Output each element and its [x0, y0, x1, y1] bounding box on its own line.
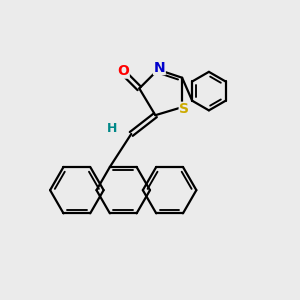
Text: N: N [154, 61, 165, 75]
Text: H: H [107, 122, 118, 135]
Text: S: S [179, 102, 189, 116]
Text: O: O [117, 64, 129, 78]
